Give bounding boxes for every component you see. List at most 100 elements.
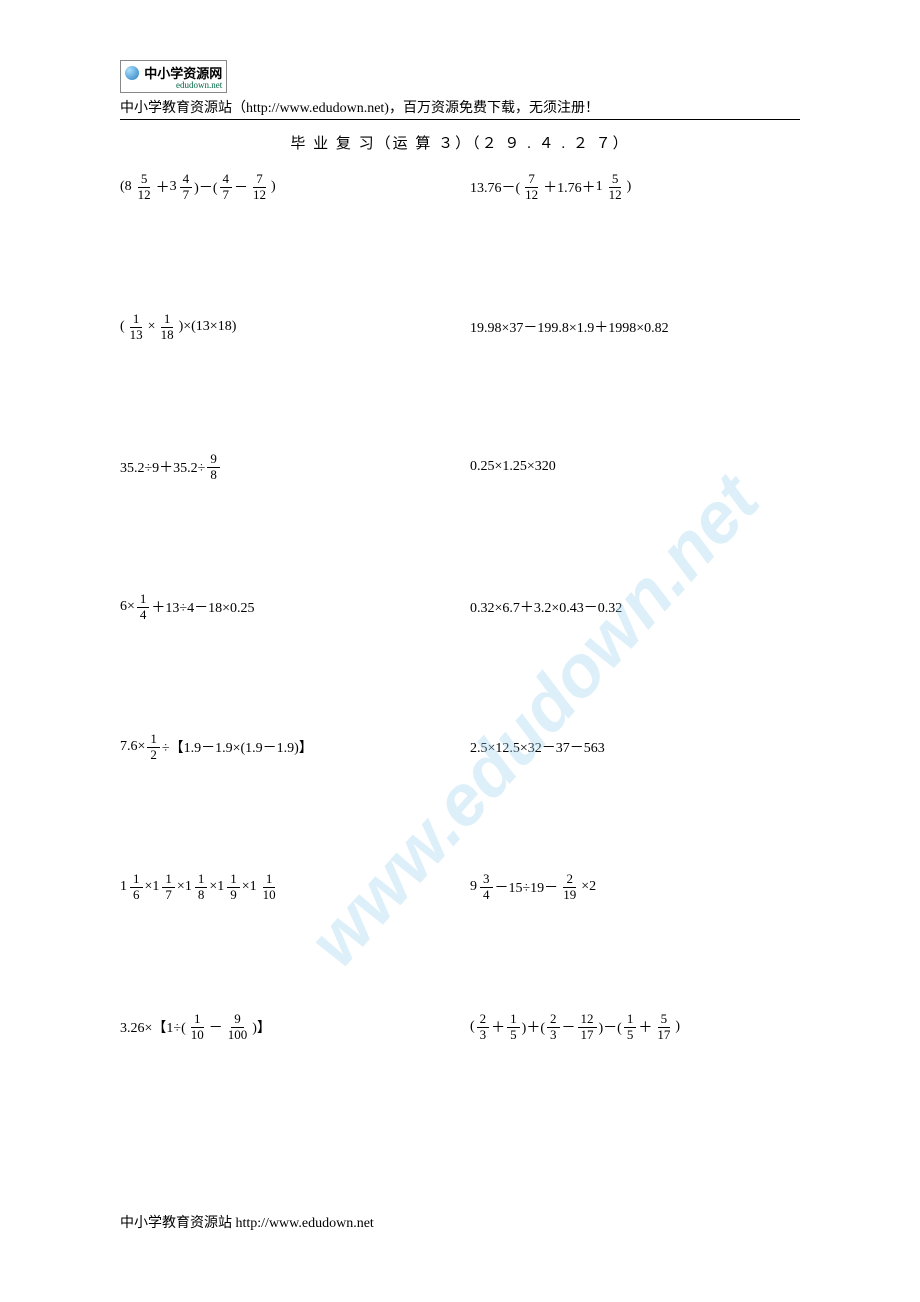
fraction: 517 xyxy=(654,1012,673,1042)
fraction: 18 xyxy=(195,872,208,902)
denominator: 17 xyxy=(578,1028,597,1042)
denominator: 12 xyxy=(250,188,269,202)
expression-text: ＋ xyxy=(638,1017,652,1037)
whole-part: 1 xyxy=(185,879,192,895)
fraction: 23 xyxy=(547,1012,560,1042)
fraction: 15 xyxy=(624,1012,637,1042)
fraction: 219 xyxy=(560,872,579,902)
numerator: 1 xyxy=(624,1012,637,1027)
fraction: 47 xyxy=(180,172,193,202)
math-problem: 0.25×1.25×320 xyxy=(470,447,800,487)
numerator: 7 xyxy=(525,172,538,187)
mixed-number: 1512 xyxy=(596,172,627,202)
numerator: 1 xyxy=(147,732,160,747)
fraction: 47 xyxy=(220,172,233,202)
expression-text: － xyxy=(209,1017,223,1037)
fraction: 15 xyxy=(507,1012,520,1042)
denominator: 4 xyxy=(137,608,150,622)
expression-text: ( xyxy=(120,319,125,335)
whole-part: 1 xyxy=(120,879,127,895)
denominator: 7 xyxy=(162,888,175,902)
denominator: 10 xyxy=(188,1028,207,1042)
denominator: 13 xyxy=(127,328,146,342)
denominator: 12 xyxy=(606,188,625,202)
numerator: 7 xyxy=(253,172,266,187)
denominator: 18 xyxy=(158,328,177,342)
numerator: 4 xyxy=(180,172,193,187)
mixed-number: 118 xyxy=(185,872,210,902)
fraction: 512 xyxy=(135,172,154,202)
numerator: 4 xyxy=(220,172,233,187)
denominator: 12 xyxy=(522,188,541,202)
expression-text: 19.98×37－199.8×1.9＋1998×0.82 xyxy=(470,317,669,337)
problems-grid: (8512＋347)－( 47－ 712)13.76－(712＋1.76＋151… xyxy=(120,167,800,1087)
denominator: 3 xyxy=(547,1028,560,1042)
numerator: 1 xyxy=(507,1012,520,1027)
denominator: 19 xyxy=(560,888,579,902)
expression-text: ( xyxy=(470,1019,475,1035)
whole-part: 8 xyxy=(125,179,132,195)
math-problem: (8512＋347)－( 47－ 712) xyxy=(120,167,450,207)
fraction: 118 xyxy=(158,312,177,342)
math-problem: 3.26×【1÷(110－9100)】 xyxy=(120,1007,450,1047)
numerator: 1 xyxy=(227,872,240,887)
expression-text: × xyxy=(209,879,217,895)
numerator: 2 xyxy=(547,1012,560,1027)
whole-part: 1 xyxy=(250,879,257,895)
mixed-number: 347 xyxy=(170,172,195,202)
expression-text: － xyxy=(562,1017,576,1037)
denominator: 12 xyxy=(135,188,154,202)
expression-text: 0.25×1.25×320 xyxy=(470,459,556,475)
denominator: 7 xyxy=(180,188,193,202)
math-problem: 7.6×12÷【1.9－1.9×(1.9－1.9)】 xyxy=(120,727,450,767)
fraction: 17 xyxy=(162,872,175,902)
denominator: 9 xyxy=(227,888,240,902)
expression-text: 7.6× xyxy=(120,739,145,755)
numerator: 5 xyxy=(609,172,622,187)
fraction: 113 xyxy=(127,312,146,342)
expression-text: ＋ xyxy=(156,177,170,197)
mixed-number: 119 xyxy=(217,872,242,902)
fraction: 23 xyxy=(477,1012,490,1042)
whole-part: 1 xyxy=(152,879,159,895)
expression-text: 2.5×12.5×32－37－563 xyxy=(470,737,605,757)
mixed-number: 116 xyxy=(120,872,145,902)
numerator: 1 xyxy=(191,1012,204,1027)
expression-text: － xyxy=(234,177,248,197)
fraction: 512 xyxy=(606,172,625,202)
numerator: 2 xyxy=(563,872,576,887)
numerator: 2 xyxy=(477,1012,490,1027)
fraction: 12 xyxy=(147,732,160,762)
expression-text: × xyxy=(148,319,156,335)
expression-text: ×2 xyxy=(581,879,596,895)
numerator: 1 xyxy=(130,872,143,887)
denominator: 3 xyxy=(477,1028,490,1042)
expression-text: ) xyxy=(675,1019,680,1035)
expression-text: ＋13÷4－18×0.25 xyxy=(151,597,254,617)
whole-part: 1 xyxy=(217,879,224,895)
expression-text: ＋ xyxy=(491,1017,505,1037)
expression-text: × xyxy=(242,879,250,895)
expression-text: )×(13×18) xyxy=(179,319,237,335)
denominator: 5 xyxy=(507,1028,520,1042)
expression-text: × xyxy=(177,879,185,895)
numerator: 9 xyxy=(207,452,220,467)
math-problem: 934－15÷19－219×2 xyxy=(470,867,800,907)
numerator: 1 xyxy=(263,872,276,887)
expression-text: )】 xyxy=(252,1017,271,1037)
fraction: 712 xyxy=(522,172,541,202)
whole-part: 9 xyxy=(470,879,477,895)
denominator: 8 xyxy=(195,888,208,902)
math-problem: 35.2÷9＋35.2÷98 xyxy=(120,447,450,487)
denominator: 5 xyxy=(624,1028,637,1042)
fraction: 34 xyxy=(480,872,493,902)
fraction: 110 xyxy=(188,1012,207,1042)
math-problem: 6×14＋13÷4－18×0.25 xyxy=(120,587,450,627)
fraction: 16 xyxy=(130,872,143,902)
expression-text: )－( xyxy=(599,1017,622,1037)
denominator: 7 xyxy=(220,188,233,202)
footer-text: 中小学教育资源站 http://www.edudown.net xyxy=(120,1212,374,1232)
denominator: 4 xyxy=(480,888,493,902)
numerator: 1 xyxy=(161,312,174,327)
numerator: 1 xyxy=(137,592,150,607)
